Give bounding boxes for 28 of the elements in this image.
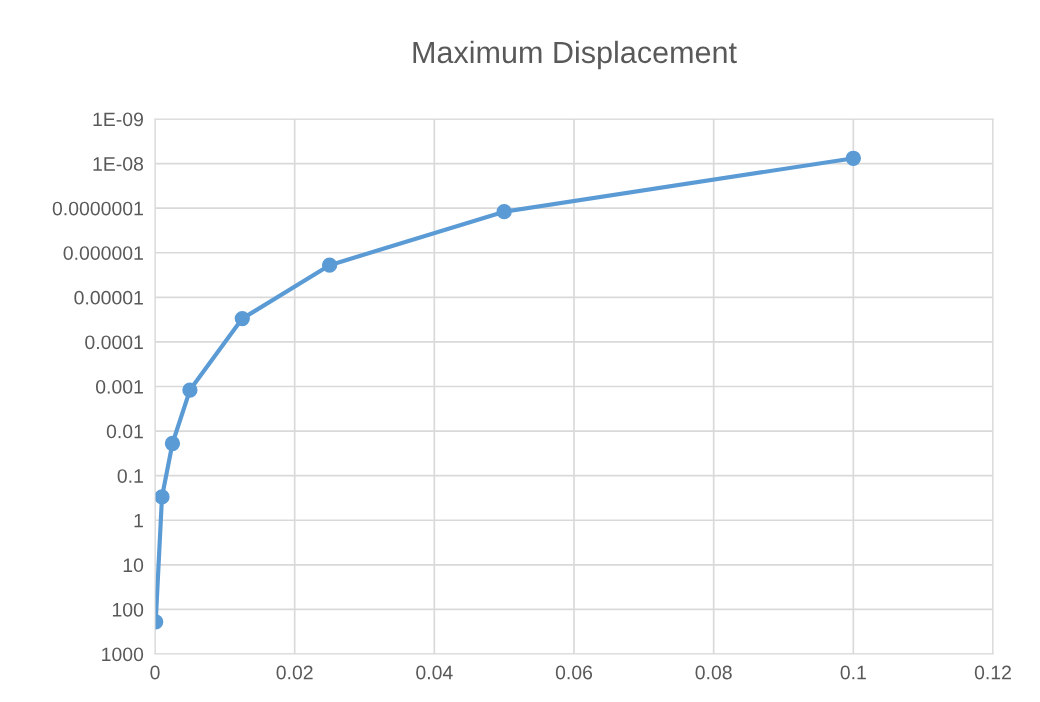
y-tick-label: 0.0001: [85, 335, 143, 350]
y-tick-label: 0.1: [117, 469, 143, 483]
x-tick-label: 0.1: [840, 665, 866, 680]
y-tick-label: 0.000001: [63, 246, 143, 260]
y-tick-label: 1000: [102, 647, 144, 662]
x-tick-label: 0.02: [276, 665, 313, 680]
x-tick-label: 0.12: [974, 665, 1011, 680]
y-tick-label: 0.001: [95, 379, 143, 394]
y-tick-label: 0.0000001: [52, 201, 143, 216]
y-tick-label: 1E-09: [93, 112, 143, 127]
y-tick-label: 100: [112, 602, 144, 617]
point: [845, 150, 861, 166]
y-tick-label: 10: [123, 558, 144, 573]
point: [164, 435, 181, 452]
y-tick-label: 0.00001: [74, 290, 143, 305]
point: [155, 489, 170, 505]
x-tick-label: 0: [150, 665, 160, 680]
chart-title: Maximum Displacement: [413, 40, 737, 70]
y-tick-label: 1E-08: [93, 157, 144, 171]
point: [321, 257, 338, 273]
x-tick-label: 0.08: [695, 665, 732, 680]
y-tick-label: 0.01: [106, 424, 143, 439]
point: [234, 310, 250, 327]
point: [496, 204, 512, 220]
x-tick-label: 0.06: [555, 665, 593, 680]
y-tick-label: 1: [134, 513, 143, 528]
x-tick-label: 0.04: [416, 665, 453, 680]
point: [182, 382, 198, 398]
